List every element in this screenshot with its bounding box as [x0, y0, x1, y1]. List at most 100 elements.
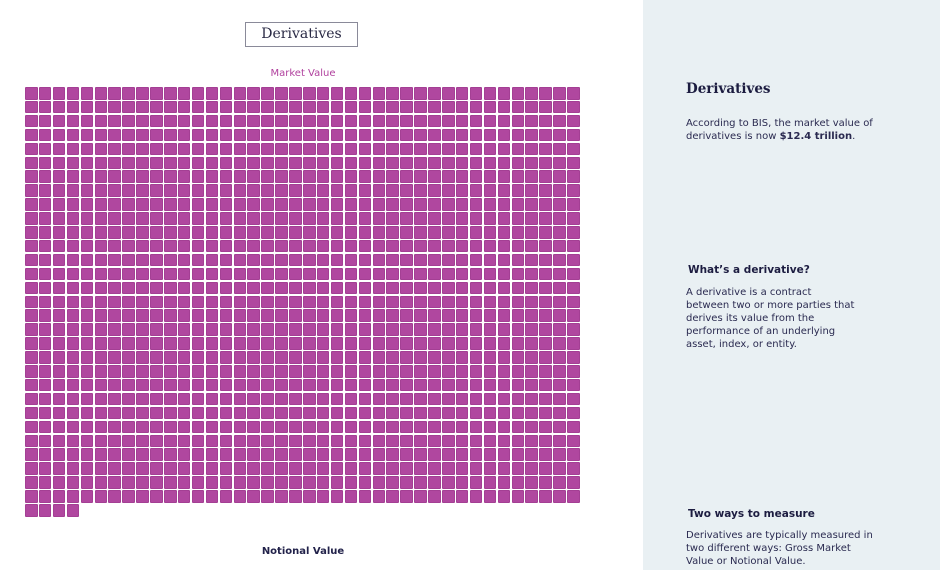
value-square [400, 87, 413, 100]
value-square [469, 309, 483, 322]
value-square [219, 476, 233, 489]
value-square [525, 184, 538, 197]
value-square [122, 239, 135, 253]
value-square [316, 100, 330, 114]
value-square [511, 142, 525, 156]
value-square [567, 323, 580, 336]
value-square [80, 378, 94, 392]
value-square [52, 239, 66, 253]
value-square [205, 462, 219, 475]
value-square [261, 198, 274, 211]
value-square [38, 295, 52, 309]
value-square [455, 142, 469, 156]
value-square [66, 295, 80, 309]
value-square [316, 406, 330, 420]
value-square [52, 476, 66, 489]
value-square [150, 365, 163, 378]
value-square [94, 184, 108, 197]
value-square [442, 337, 455, 350]
value-square [177, 226, 191, 239]
value-square [497, 406, 511, 420]
value-square [455, 226, 469, 239]
value-square [247, 406, 260, 420]
value-square [414, 170, 427, 183]
value-square [400, 198, 413, 211]
value-square [80, 448, 94, 461]
value-square [289, 114, 302, 128]
value-square [539, 351, 552, 364]
value-square [122, 281, 135, 295]
derivatives-title-button[interactable]: Derivatives [245, 22, 358, 47]
value-square [428, 420, 441, 434]
value-square [80, 100, 94, 114]
value-square [205, 226, 219, 239]
value-square [289, 337, 302, 350]
value-square [442, 406, 455, 420]
value-square [261, 309, 274, 322]
value-square [94, 87, 108, 100]
value-square [150, 351, 163, 364]
value-square [205, 198, 219, 211]
value-square [303, 87, 316, 100]
value-square [38, 420, 52, 434]
value-square [316, 420, 330, 434]
value-square [52, 198, 66, 211]
value-square [330, 351, 344, 364]
value-square [38, 156, 52, 170]
value-square [94, 337, 108, 350]
value-square [497, 309, 511, 322]
value-square [469, 392, 483, 406]
value-square [177, 100, 191, 114]
value-square [497, 448, 511, 461]
value-square [344, 448, 358, 461]
value-square [400, 128, 413, 142]
value-square [289, 323, 302, 336]
value-square [205, 378, 219, 392]
value-square [261, 476, 274, 489]
value-square [316, 323, 330, 336]
value-square [150, 420, 163, 434]
value-square [122, 142, 135, 156]
value-square [191, 406, 205, 420]
value-square [469, 406, 483, 420]
value-square [330, 212, 344, 225]
value-square [330, 253, 344, 267]
value-square [275, 184, 288, 197]
value-square [261, 253, 274, 267]
value-square [205, 212, 219, 225]
value-square [511, 253, 525, 267]
value-square [219, 337, 233, 350]
value-square [525, 295, 538, 309]
value-square [261, 170, 274, 183]
value-square [25, 378, 38, 392]
value-square [80, 323, 94, 336]
value-square [205, 128, 219, 142]
value-square [483, 323, 497, 336]
value-square [455, 281, 469, 295]
value-square [52, 100, 66, 114]
value-square [414, 100, 427, 114]
value-square [275, 212, 288, 225]
value-square [316, 476, 330, 489]
value-square [164, 337, 177, 350]
value-square [177, 434, 191, 448]
value-square [122, 309, 135, 322]
value-square [511, 226, 525, 239]
value-square [66, 184, 80, 197]
value-square [52, 434, 66, 448]
value-square [525, 448, 538, 461]
value-square [164, 295, 177, 309]
value-square [483, 156, 497, 170]
value-square [414, 226, 427, 239]
value-square [247, 281, 260, 295]
value-square [177, 406, 191, 420]
value-square [275, 434, 288, 448]
value-square [66, 378, 80, 392]
value-square [289, 226, 302, 239]
value-square [511, 198, 525, 211]
value-square [442, 114, 455, 128]
value-square [386, 253, 399, 267]
value-square [122, 351, 135, 364]
value-square [205, 100, 219, 114]
value-square [372, 462, 386, 475]
